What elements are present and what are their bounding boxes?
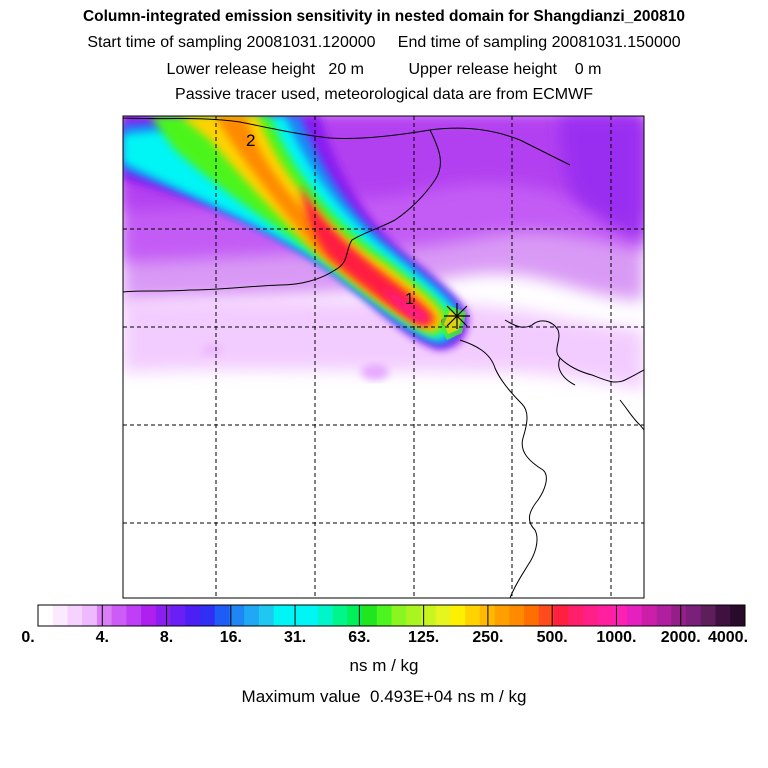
colorbar-swatch	[450, 605, 466, 626]
colorbar-swatch	[126, 605, 142, 626]
colorbar-swatch	[200, 605, 216, 626]
colorbar	[37, 604, 746, 627]
colorbar-swatch	[141, 605, 157, 626]
colorbar-swatch	[465, 605, 481, 626]
colorbar-swatch	[214, 605, 230, 626]
colorbar-swatch	[568, 605, 584, 626]
sensitivity-field	[123, 116, 644, 598]
colorbar-swatch	[317, 605, 334, 626]
colorbar-swatch	[509, 605, 525, 626]
trajectory-label-2: 2	[246, 131, 255, 150]
colorbar-swatch	[730, 605, 746, 626]
colorbar-swatch	[612, 605, 628, 626]
lat-lon-grid	[123, 116, 644, 598]
colorbar-swatch	[258, 605, 275, 626]
colorbar-swatch	[553, 605, 569, 626]
colorbar-tick-label: 16.	[219, 629, 242, 646]
colorbar-tick-label: 250.	[472, 629, 504, 646]
colorbar-swatch	[524, 605, 540, 626]
sampling-time-line: Start time of sampling 20081031.120000 E…	[87, 34, 681, 51]
colorbar-swatch	[435, 605, 451, 626]
colorbar-swatch	[332, 605, 348, 626]
coastlines	[123, 117, 644, 598]
colorbar-swatch	[406, 605, 422, 626]
colorbar-swatch	[111, 605, 127, 626]
colorbar-tick-label: 63.	[348, 629, 371, 646]
colorbar-swatch	[52, 605, 68, 626]
colorbar-tick-label: 0.	[21, 629, 35, 646]
tracer-info-line: Passive tracer used, meteorological data…	[175, 86, 593, 103]
colorbar-swatch	[627, 605, 643, 626]
colorbar-swatch	[391, 605, 407, 626]
colorbar-tick-label: 4.	[95, 629, 109, 646]
colorbar-swatch	[656, 605, 672, 626]
colorbar-swatch	[420, 605, 437, 626]
colorbar-swatch	[597, 605, 613, 626]
colorbar-swatch	[362, 605, 378, 626]
colorbar-swatch	[155, 605, 172, 626]
colorbar-tick-label: 4000.	[707, 629, 749, 646]
colorbar-swatch	[288, 605, 304, 626]
colorbar-swatch	[67, 605, 83, 626]
colorbar-swatch	[700, 605, 717, 626]
colorbar-tick-label: 8.	[159, 629, 174, 646]
colorbar-swatch	[170, 605, 186, 626]
max-value-text: Maximum value 0.493E+04 ns m / kg	[241, 687, 527, 706]
colorbar-swatch	[229, 605, 245, 626]
colorbar-swatch	[641, 605, 658, 626]
colorbar-swatch	[82, 605, 98, 626]
colorbar-units: ns m / kg	[349, 656, 419, 675]
colorbar-swatch	[715, 605, 731, 626]
star-marker	[444, 303, 470, 329]
colorbar-swatch	[303, 605, 319, 626]
colorbar-tick-label: 500.	[536, 629, 568, 646]
colorbar-frame	[37, 604, 746, 627]
trajectory-label-1: 1	[405, 291, 414, 308]
colorbar-tick-label: 125.	[408, 629, 440, 646]
colorbar-swatch	[494, 605, 510, 626]
colorbar-tick-label: 2000.	[660, 629, 701, 646]
colorbar-tick-label: 1000.	[596, 629, 637, 646]
release-height-line: Lower release height 20 m Upper release …	[166, 61, 602, 78]
colorbar-swatch	[273, 605, 289, 626]
colorbar-swatch	[538, 605, 555, 626]
colorbar-swatch	[582, 605, 599, 626]
colorbar-swatch	[185, 605, 201, 626]
map-title: Column-integrated emission sensitivity i…	[82, 8, 686, 25]
colorbar-swatch	[38, 605, 54, 626]
colorbar-swatch	[347, 605, 363, 626]
colorbar-swatch	[376, 605, 392, 626]
colorbar-swatch	[671, 605, 687, 626]
map-frame	[122, 115, 645, 599]
colorbar-swatch	[686, 605, 702, 626]
colorbar-tick-label: 31.	[283, 629, 307, 646]
colorbar-swatch	[244, 605, 260, 626]
colorbar-swatch	[96, 605, 113, 626]
